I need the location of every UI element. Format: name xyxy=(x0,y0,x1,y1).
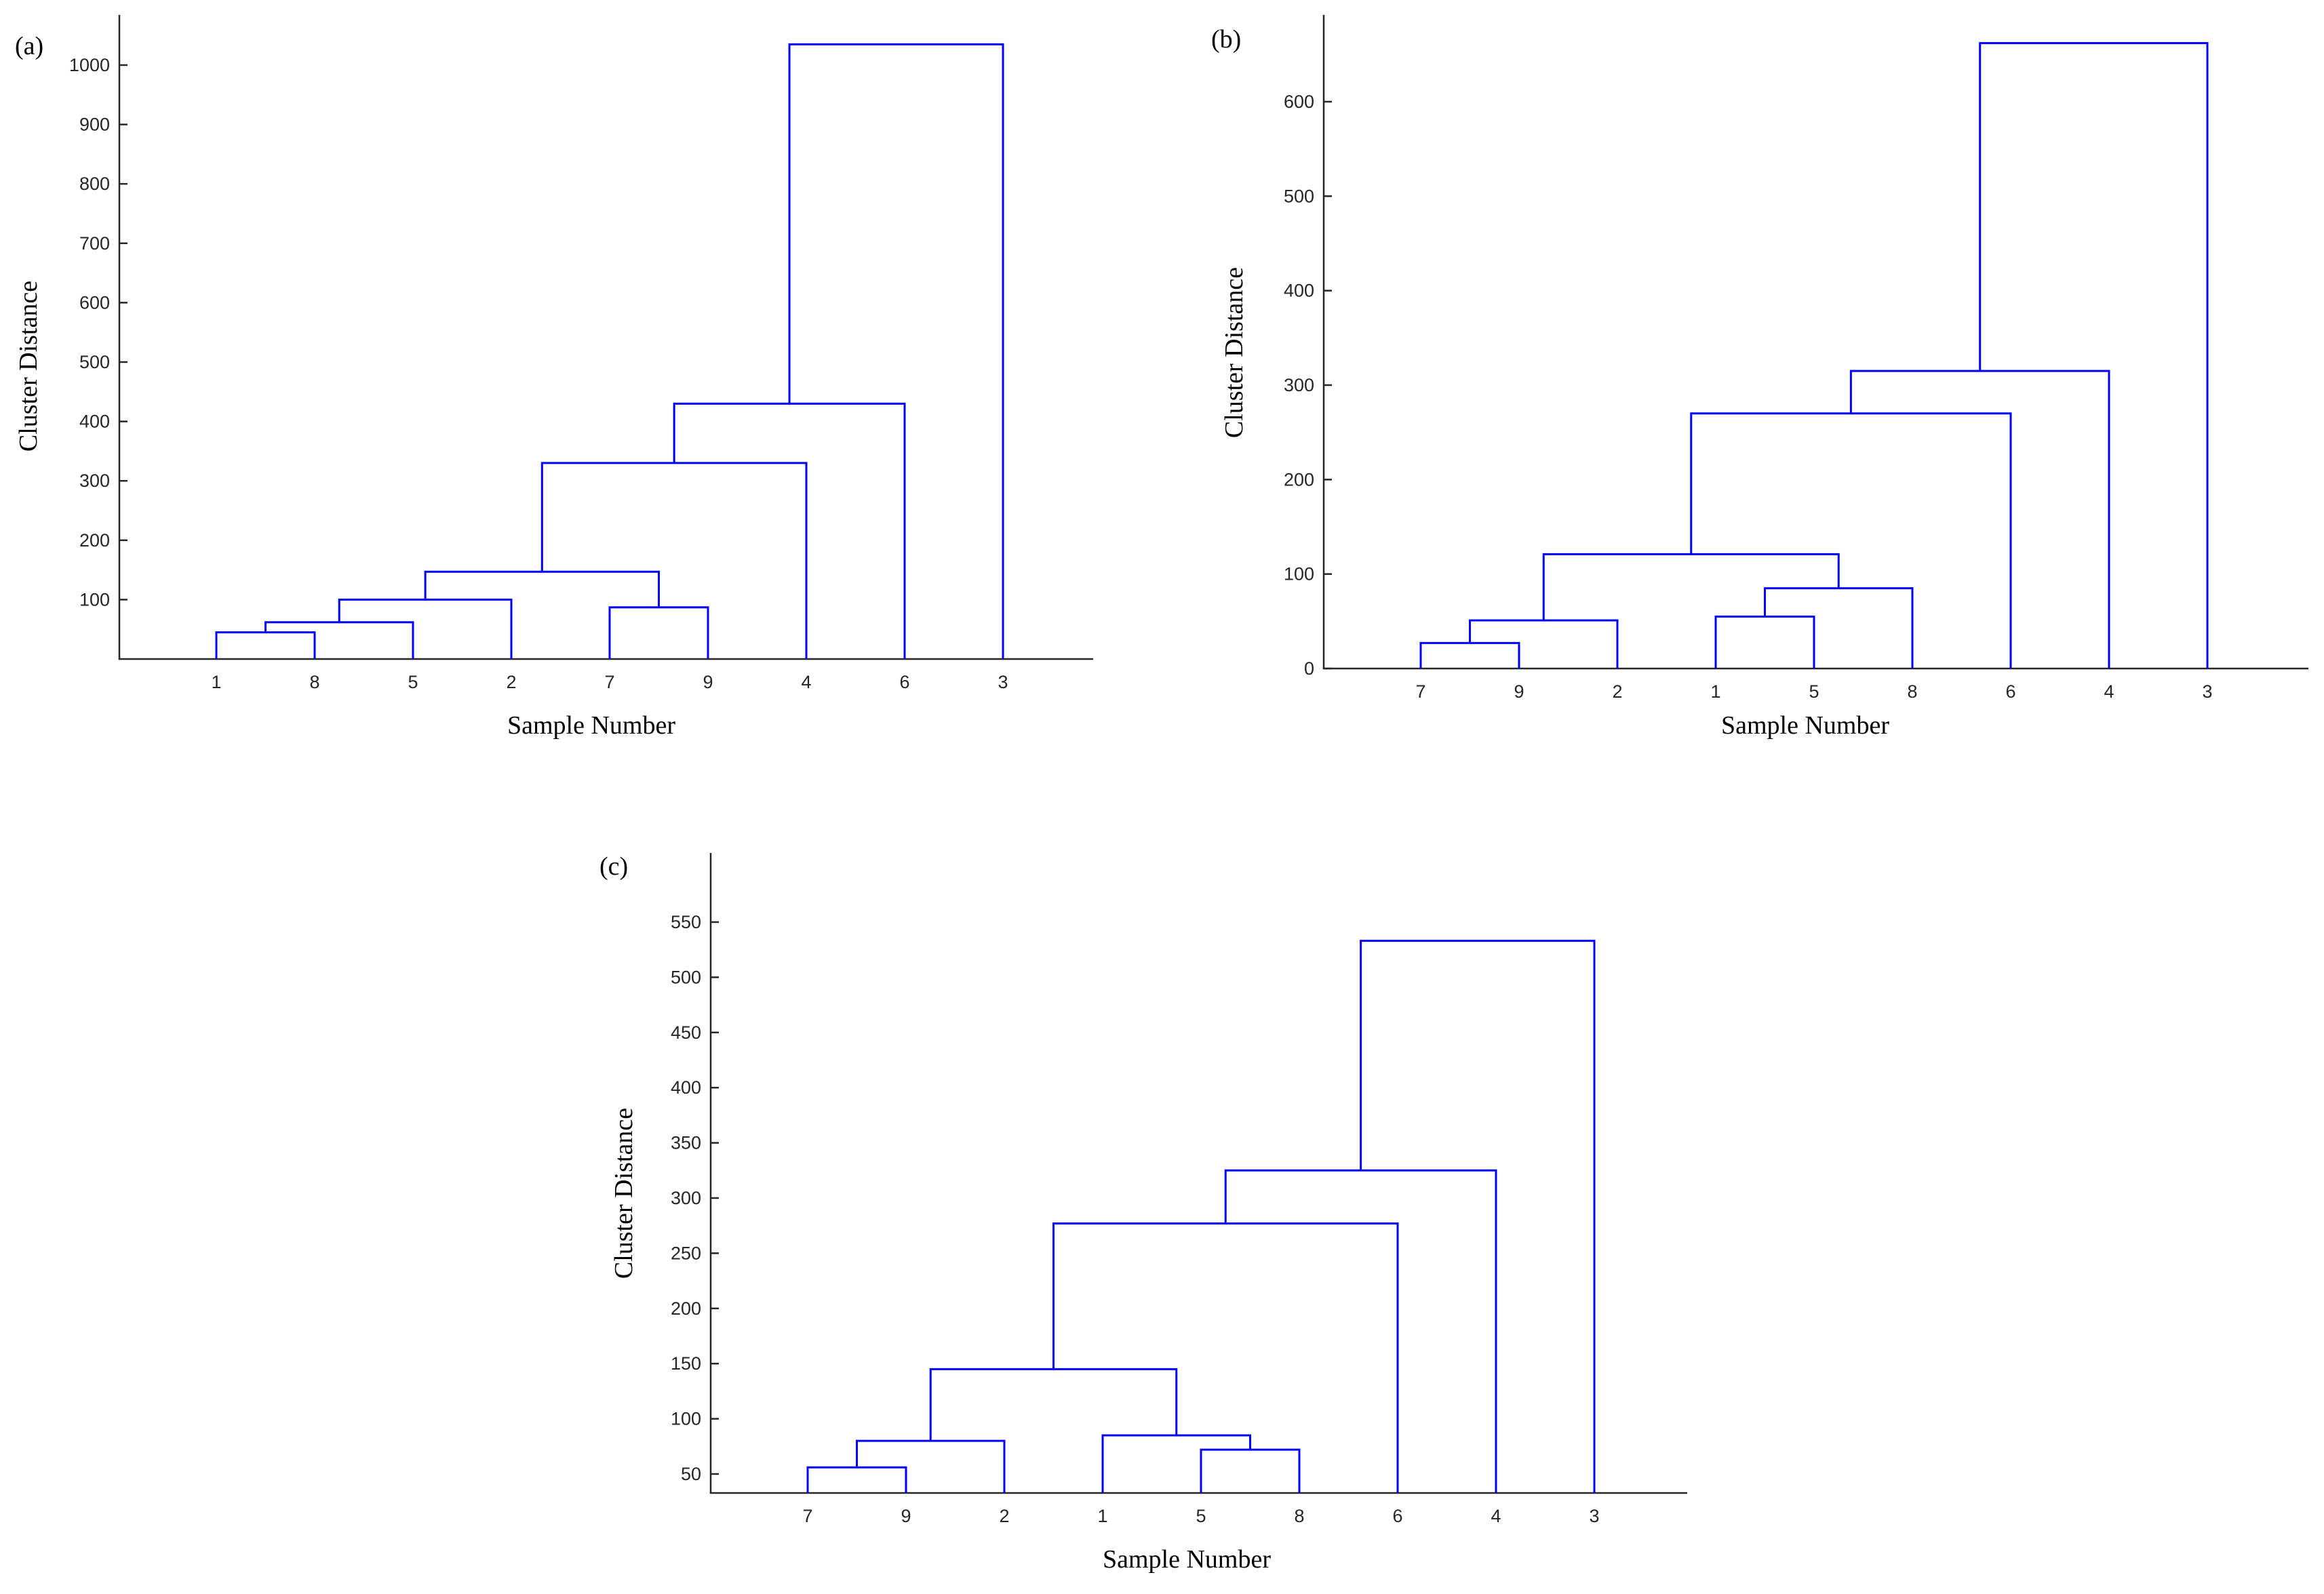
dendrogram-panel-a: (a) Cluster Distance Sample Number 100 20… xyxy=(14,15,1093,740)
leaf-label: 9 xyxy=(1514,681,1524,702)
y-axis-title: Cluster Distance xyxy=(14,281,43,452)
leaf-label: 6 xyxy=(2005,681,2015,702)
leaf-label: 2 xyxy=(506,672,516,692)
x-axis-title: Sample Number xyxy=(1103,1545,1271,1574)
y-tick-label: 200 xyxy=(1284,469,1314,490)
x-ticks: 1 8 5 2 7 9 4 6 3 xyxy=(211,651,1008,692)
dendrogram-links xyxy=(806,940,1596,1493)
panel-label: (c) xyxy=(599,852,628,881)
dendrogram-link xyxy=(1764,587,1914,669)
dendrogram-links xyxy=(215,43,1004,659)
axes-frame xyxy=(118,15,1093,660)
y-tick-label: 1000 xyxy=(69,55,110,75)
leaf-label: 9 xyxy=(901,1506,911,1526)
leaf-label: 9 xyxy=(703,672,713,692)
y-tick-label: 300 xyxy=(79,471,110,491)
leaf-label: 5 xyxy=(408,672,418,692)
dendrogram-links xyxy=(1419,42,2209,669)
dendrogram-link xyxy=(1714,615,1815,669)
leaf-label: 1 xyxy=(211,672,221,692)
leaf-label: 7 xyxy=(604,672,614,692)
leaf-label: 8 xyxy=(1294,1506,1304,1526)
dendrogram-link xyxy=(1542,553,1840,620)
leaf-label: 1 xyxy=(1097,1506,1107,1526)
y-tick-label: 450 xyxy=(671,1022,701,1043)
axes-frame xyxy=(709,853,1687,1494)
leaf-label: 4 xyxy=(2104,681,2114,702)
y-tick-label: 300 xyxy=(1284,375,1314,395)
leaf-label: 7 xyxy=(1415,681,1425,702)
y-tick-label: 50 xyxy=(681,1464,701,1484)
y-tick-label: 150 xyxy=(671,1353,701,1374)
y-axis-title: Cluster Distance xyxy=(610,1108,638,1279)
leaf-label: 3 xyxy=(998,672,1008,692)
dendrogram-link xyxy=(1979,42,2209,669)
leaf-label: 3 xyxy=(1589,1506,1599,1526)
leaf-label: 2 xyxy=(1612,681,1622,702)
dendrogram-panel-c: (c) Cluster Distance Sample Number 50 100… xyxy=(599,852,1687,1574)
y-ticks: 100 200 300 400 500 600 700 800 900 1000 xyxy=(69,55,127,610)
y-tick-label: 200 xyxy=(671,1298,701,1319)
leaf-label: 1 xyxy=(1710,681,1720,702)
panel-label: (a) xyxy=(15,32,43,60)
x-axis-title: Sample Number xyxy=(507,711,675,740)
y-tick-label: 0 xyxy=(1304,658,1314,679)
y-tick-label: 400 xyxy=(1284,281,1314,301)
panel-label: (b) xyxy=(1211,25,1241,54)
y-tick-label: 700 xyxy=(79,233,110,254)
y-tick-label: 800 xyxy=(79,174,110,194)
y-tick-label: 100 xyxy=(671,1409,701,1429)
y-tick-label: 600 xyxy=(79,292,110,313)
leaf-label: 6 xyxy=(1392,1506,1402,1526)
leaf-label: 6 xyxy=(899,672,909,692)
y-ticks: 50 100 150 200 250 300 350 400 450 500 550 xyxy=(671,912,719,1484)
y-ticks: 0 100 200 300 400 500 600 xyxy=(1284,92,1332,679)
y-tick-label: 500 xyxy=(1284,186,1314,206)
leaf-label: 8 xyxy=(309,672,319,692)
leaf-label: 4 xyxy=(801,672,811,692)
y-tick-label: 500 xyxy=(79,352,110,372)
y-tick-label: 550 xyxy=(671,912,701,932)
y-tick-label: 300 xyxy=(671,1188,701,1208)
y-tick-label: 600 xyxy=(1284,92,1314,112)
y-tick-label: 200 xyxy=(79,530,110,551)
y-tick-label: 400 xyxy=(79,412,110,432)
leaf-label: 3 xyxy=(2202,681,2212,702)
y-tick-label: 400 xyxy=(671,1077,701,1098)
leaf-label: 7 xyxy=(802,1506,812,1526)
y-tick-label: 250 xyxy=(671,1243,701,1263)
y-tick-label: 350 xyxy=(671,1133,701,1153)
dendrogram-link xyxy=(788,43,1004,659)
leaf-label: 5 xyxy=(1809,681,1819,702)
dendrogram-link xyxy=(1360,940,1596,1493)
y-tick-label: 100 xyxy=(1284,564,1314,584)
x-axis-title: Sample Number xyxy=(1721,711,1889,740)
y-tick-label: 100 xyxy=(79,589,110,610)
y-tick-label: 900 xyxy=(79,115,110,135)
leaf-label: 8 xyxy=(1907,681,1917,702)
leaf-label: 5 xyxy=(1196,1506,1206,1526)
leaf-label: 2 xyxy=(999,1506,1009,1526)
leaf-label: 4 xyxy=(1491,1506,1501,1526)
dendrogram-panel-b: (b) Cluster Distance Sample Number 0 100 2… xyxy=(1211,15,2308,740)
y-tick-label: 500 xyxy=(671,967,701,987)
y-axis-title: Cluster Distance xyxy=(1220,267,1248,438)
